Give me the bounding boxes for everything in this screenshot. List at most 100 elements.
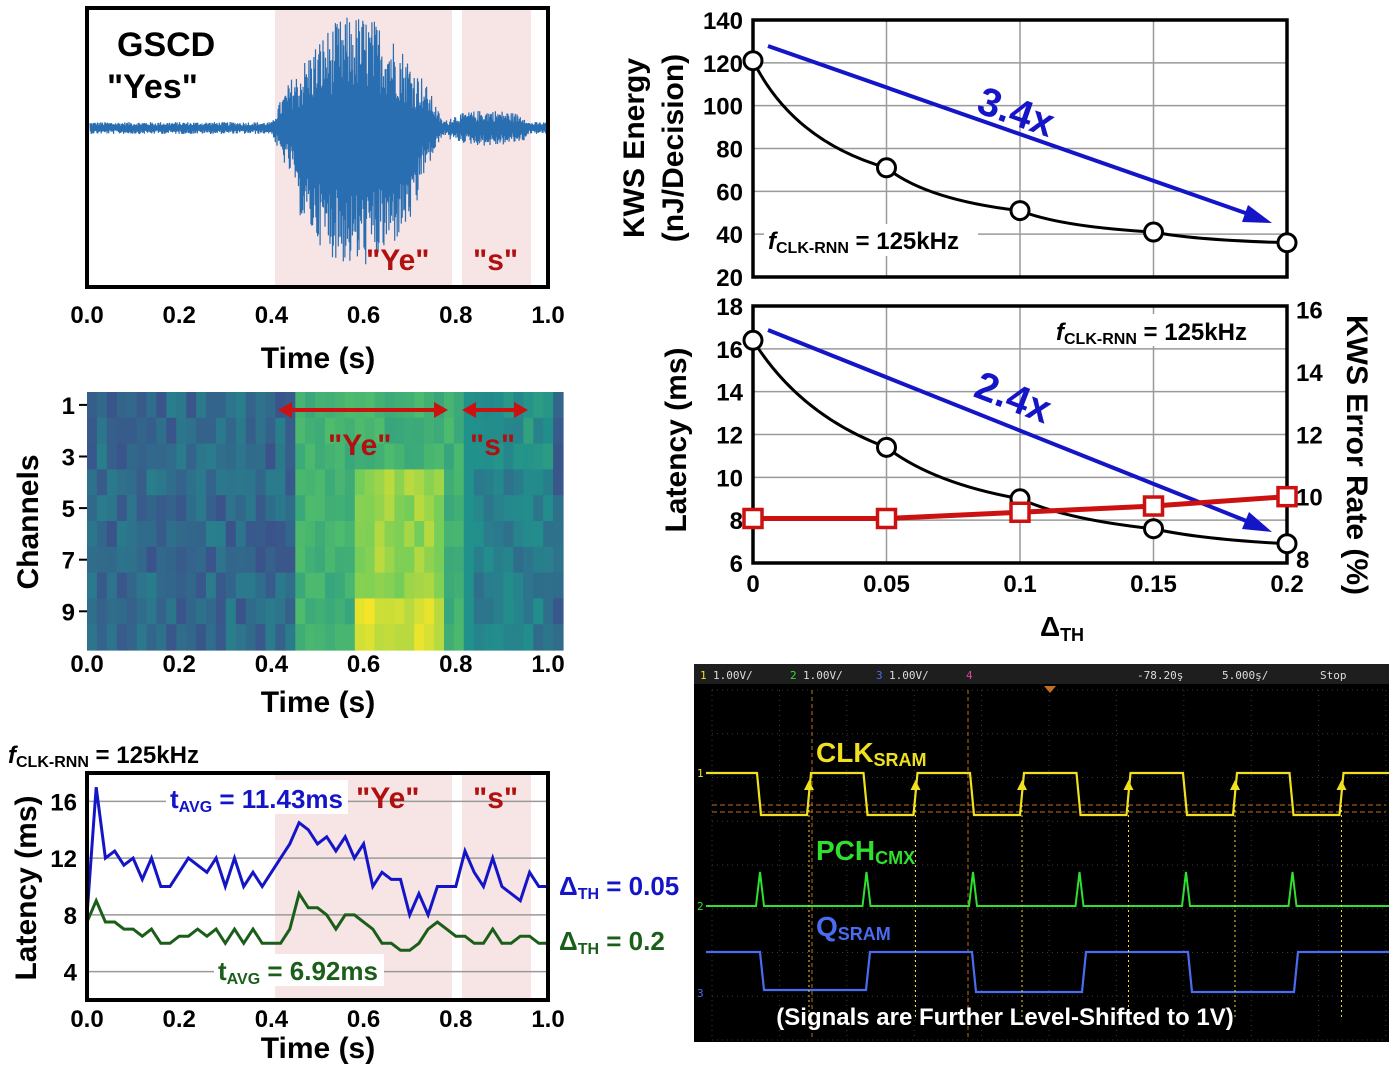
- heatmap-cell: [305, 443, 316, 470]
- heatmap-cell: [265, 469, 276, 496]
- heatmap-cell: [493, 521, 505, 548]
- panel-c-yticks: 4 8 12 16: [50, 789, 77, 986]
- heatmap-cell: [444, 546, 455, 574]
- heatmap-cell: [334, 443, 346, 470]
- heatmap-cell: [483, 546, 495, 574]
- heatmap-cell: [215, 443, 227, 470]
- heatmap-cell: [206, 546, 217, 574]
- panel-d-fclk: fCLK-RNN = 125kHz: [768, 228, 959, 257]
- panel_b-xtick: 0.8: [439, 651, 472, 678]
- heatmap-cell: [176, 417, 187, 445]
- heatmap-cell: [453, 598, 465, 625]
- heatmap-cell: [513, 624, 524, 651]
- heatmap-cell: [166, 392, 177, 419]
- heatmap-cell: [414, 624, 425, 651]
- heatmap-cell: [96, 572, 108, 599]
- panel-e-ytick-left: 12: [716, 423, 743, 450]
- heatmap-cell: [96, 521, 108, 548]
- heatmap-cell: [444, 521, 455, 548]
- panel-e-error-point: [1276, 485, 1298, 508]
- heatmap-cell: [523, 624, 534, 651]
- panel-d-yticks: 20 40 60 80 100 120 140: [703, 8, 743, 292]
- heatmap-cell: [285, 443, 296, 470]
- heatmap-cell: [225, 546, 237, 574]
- heatmap-cell: [275, 469, 286, 496]
- heatmap-cell: [285, 624, 296, 651]
- heatmap-cell: [215, 495, 227, 522]
- heatmap-cell: [384, 598, 395, 625]
- heatmap-cell: [295, 495, 306, 522]
- heatmap-cell: [265, 624, 276, 651]
- panel_c-xtick: 0.2: [163, 1006, 196, 1033]
- heatmap-cell: [265, 598, 276, 625]
- panel_c-xtick: 0.8: [439, 1006, 472, 1033]
- heatmap-cell: [493, 624, 505, 651]
- panel-e-latency-error: 6 8 10 12 14 16 18 8 10 12 14 16 0 0.05 0.1 0.15 0.2 L…: [660, 294, 1373, 645]
- heatmap-cell: [106, 392, 118, 419]
- heatmap-cell: [215, 521, 227, 548]
- heatmap-cell: [434, 546, 445, 574]
- heatmap-cell: [384, 546, 395, 574]
- heatmap-cell: [354, 598, 366, 625]
- panel-b-heatmap: [87, 392, 564, 651]
- heatmap-cell: [374, 546, 386, 574]
- heatmap-cell: [444, 392, 455, 419]
- heatmap-cell: [156, 417, 167, 445]
- heatmap-cell: [206, 624, 217, 651]
- heatmap-cell: [533, 443, 544, 470]
- heatmap-cell: [116, 572, 128, 599]
- heatmap-cell: [364, 598, 376, 625]
- panel-e-ylabel-right: KWS Error Rate (%): [1340, 315, 1373, 595]
- panel-c-ytick: 16: [50, 789, 77, 816]
- heatmap-cell: [414, 572, 425, 599]
- heatmap-cell: [394, 417, 405, 445]
- panel_c-xtick: 0.4: [255, 1006, 289, 1033]
- scope-topbar: [694, 664, 1389, 684]
- heatmap-cell: [543, 443, 554, 470]
- panel-b-ylabel: Channels: [12, 454, 45, 589]
- heatmap-cell: [394, 546, 405, 574]
- heatmap-cell: [186, 521, 197, 548]
- panel-b-arrow-ye: [278, 402, 448, 418]
- heatmap-cell: [334, 392, 346, 419]
- panel-d-ytick: 60: [716, 179, 743, 206]
- heatmap-cell: [444, 598, 455, 625]
- heatmap-cell: [364, 417, 376, 445]
- heatmap-cell: [186, 469, 197, 496]
- panel-b-ytick: 5: [62, 496, 75, 523]
- panel-d-points: [742, 50, 1298, 254]
- panel_b-xtick: 1.0: [531, 651, 564, 678]
- heatmap-cell: [334, 572, 346, 599]
- heatmap-cell: [463, 521, 475, 548]
- panel-d-point: [742, 50, 764, 72]
- heatmap-cell: [126, 572, 138, 599]
- heatmap-cell: [533, 546, 544, 574]
- heatmap-cell: [96, 546, 108, 574]
- heatmap-cell: [206, 598, 217, 625]
- heatmap-cell: [493, 443, 505, 470]
- heatmap-cell: [96, 443, 108, 470]
- panel-a-waveform: GSCD "Yes" "Ye" "s" 0.0 0.2 0.4 0.6 0.8 1.0 T…: [70, 6, 565, 375]
- panel-e-ytick-left: 6: [730, 551, 743, 578]
- heatmap-cell: [344, 495, 356, 522]
- heatmap-cell: [473, 495, 485, 522]
- heatmap-cell: [394, 443, 405, 470]
- panel_a-xtick: 0.8: [439, 302, 472, 329]
- panel-e-fclk: fCLK-RNN = 125kHz: [1056, 319, 1247, 348]
- panel-e-trend-arrow: [767, 328, 1272, 532]
- panel-b-segment-ye: "Ye": [328, 429, 392, 462]
- panel_b-xtick: 0.6: [347, 651, 380, 678]
- heatmap-cell: [453, 624, 465, 651]
- heatmap-cell: [96, 495, 108, 522]
- heatmap-cell: [295, 443, 306, 470]
- heatmap-cell: [394, 598, 405, 625]
- heatmap-cell: [206, 392, 217, 419]
- panel_b-xtick: 0.4: [255, 651, 289, 678]
- heatmap-cell: [196, 469, 207, 496]
- heatmap-cell: [453, 417, 465, 445]
- heatmap-cell: [325, 598, 336, 625]
- panel_a-xtick: 0.0: [70, 302, 103, 329]
- panel-a-segment-s: "s": [473, 244, 518, 277]
- panel_c-xtick: 0.0: [70, 1006, 103, 1033]
- panel-e-xtick: 0.2: [1270, 571, 1303, 598]
